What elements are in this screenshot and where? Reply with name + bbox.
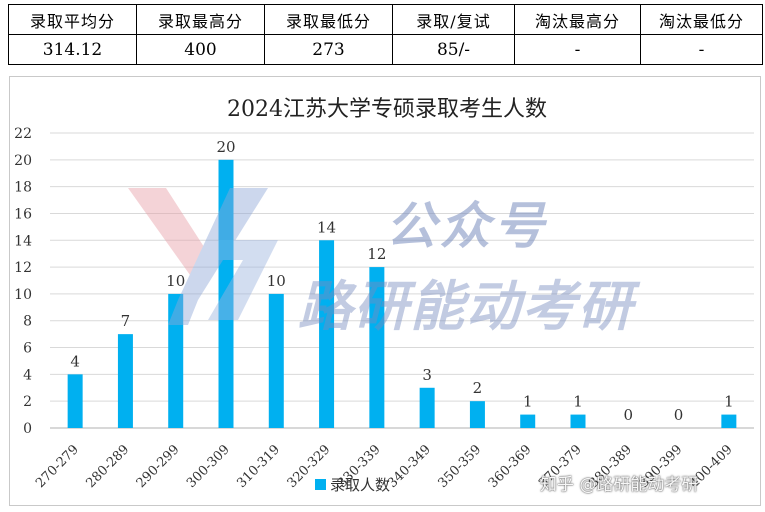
y-tick-label: 6 — [23, 341, 32, 357]
x-tick-label: 400-409 — [687, 442, 736, 491]
bar — [469, 401, 485, 428]
legend-swatch — [315, 479, 326, 490]
data-label: 14 — [317, 218, 336, 236]
data-label: 3 — [422, 366, 432, 384]
bar-chart: 2024江苏大学专硕录取考生人数02468101214161820224270-… — [14, 97, 754, 494]
x-tick-label: 340-349 — [385, 442, 434, 491]
x-tick-label: 280-289 — [83, 442, 132, 491]
header-eliminated-max: 淘汰最高分 — [514, 4, 641, 35]
bar — [419, 387, 435, 428]
value-avg-score: 314.12 — [8, 34, 137, 65]
bar — [721, 414, 737, 428]
x-tick-label: 290-299 — [134, 442, 183, 491]
bar — [570, 414, 586, 428]
header-admit-retest: 录取/复试 — [392, 4, 515, 35]
data-label: 2 — [473, 379, 483, 397]
data-label: 1 — [724, 393, 734, 411]
y-tick-label: 14 — [14, 233, 32, 249]
y-tick-label: 2 — [23, 394, 32, 410]
data-label: 10 — [267, 272, 286, 290]
value-admit-retest: 85/- — [392, 34, 515, 65]
bar — [67, 374, 83, 428]
stats-table: 录取平均分 录取最高分 录取最低分 录取/复试 淘汰最高分 淘汰最低分 314.… — [8, 4, 763, 65]
value-eliminated-max: - — [514, 34, 641, 65]
value-max-score: 400 — [136, 34, 265, 65]
x-tick-label: 320-329 — [285, 442, 334, 491]
y-tick-label: 0 — [23, 421, 32, 437]
header-avg-score: 录取平均分 — [8, 4, 137, 35]
chart-container: 2024江苏大学专硕录取考生人数 0 2 4 6 8 10 12 14 16 18 20 22 4 270-… — [9, 76, 761, 506]
data-label: 0 — [624, 406, 634, 424]
y-tick-label: 20 — [14, 153, 32, 169]
value-eliminated-min: - — [640, 34, 763, 65]
x-tick-label: 370-379 — [536, 442, 585, 491]
stats-value-row: 314.12 400 273 85/- - - — [8, 34, 763, 65]
data-label: 7 — [121, 312, 131, 330]
x-tick-label: 350-359 — [435, 442, 484, 491]
x-tick-label: 380-389 — [586, 442, 635, 491]
bar — [117, 334, 133, 428]
x-tick-label: 310-319 — [234, 442, 283, 491]
data-label: 10 — [166, 272, 185, 290]
y-tick-label: 16 — [14, 206, 32, 222]
bar — [319, 240, 335, 428]
y-tick-label: 18 — [14, 180, 32, 196]
data-label: 12 — [367, 245, 386, 263]
bar — [168, 293, 184, 428]
y-tick-label: 12 — [14, 260, 32, 276]
data-label: 0 — [674, 406, 684, 424]
x-tick-label: 360-369 — [486, 442, 535, 491]
data-label: 4 — [70, 352, 80, 370]
bar — [268, 293, 284, 428]
data-label: 1 — [573, 393, 583, 411]
header-min-score: 录取最低分 — [264, 4, 393, 35]
x-tick-label: 300-309 — [184, 442, 233, 491]
legend-label: 录取人数 — [330, 476, 390, 494]
y-tick-label: 10 — [14, 287, 32, 303]
y-tick-label: 22 — [14, 126, 32, 142]
chart-title: 2024江苏大学专硕录取考生人数 — [227, 97, 547, 122]
data-label: 20 — [216, 138, 235, 156]
header-max-score: 录取最高分 — [136, 4, 265, 35]
header-eliminated-min: 淘汰最低分 — [640, 4, 763, 35]
value-min-score: 273 — [264, 34, 393, 65]
y-tick-label: 4 — [23, 367, 32, 383]
bar — [520, 414, 536, 428]
data-label: 1 — [523, 393, 533, 411]
y-tick-label: 8 — [23, 314, 32, 330]
stats-header-row: 录取平均分 录取最高分 录取最低分 录取/复试 淘汰最高分 淘汰最低分 — [8, 4, 763, 35]
x-tick-label: 270-279 — [33, 442, 82, 491]
x-tick-label: 390-399 — [637, 442, 686, 491]
bar — [218, 159, 234, 428]
bar — [369, 267, 385, 428]
